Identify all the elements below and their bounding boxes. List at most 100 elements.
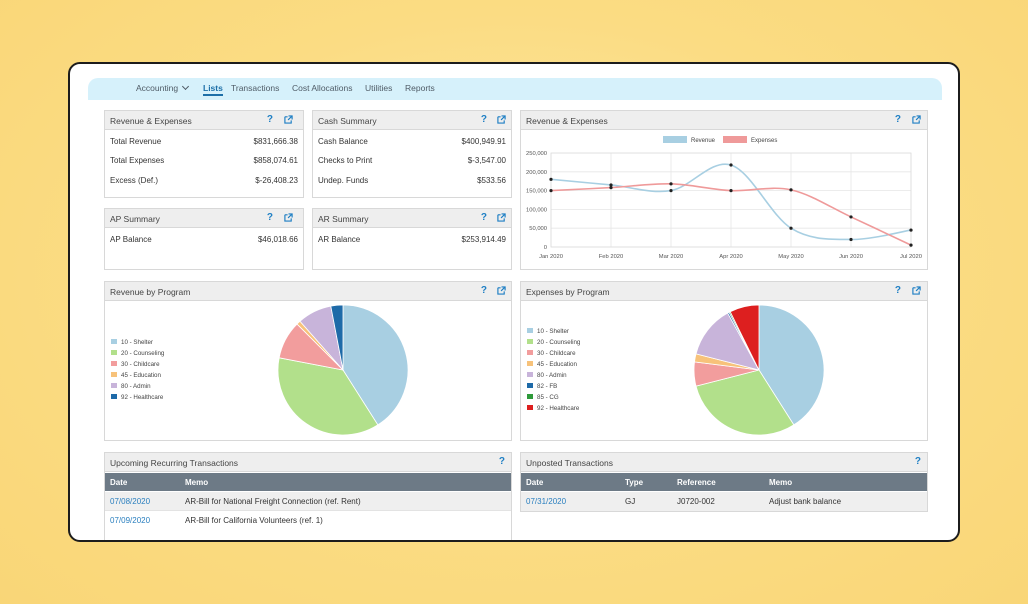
table-row[interactable]: 07/08/2020 AR-Bill for National Freight …: [105, 492, 511, 511]
revenue-expenses-summary-panel: Revenue & Expenses ? Total Revenue $831,…: [104, 110, 304, 198]
nav-transactions[interactable]: Transactions: [231, 83, 280, 93]
panel-title: Cash Summary: [318, 116, 377, 126]
legend-item[interactable]: 10 - Shelter: [111, 339, 153, 346]
column-reference[interactable]: Reference: [677, 478, 716, 487]
data-point[interactable]: [849, 215, 853, 219]
legend-item[interactable]: 10 - Shelter: [527, 328, 569, 335]
panel-header: Upcoming Recurring Transactions ?: [105, 453, 511, 472]
pie-slice[interactable]: [729, 304, 760, 371]
legend-item[interactable]: 80 - Admin: [527, 372, 567, 379]
legend-swatch: [111, 339, 117, 344]
row-date-link[interactable]: 07/09/2020: [110, 516, 151, 525]
legend-item[interactable]: 30 - Childcare: [527, 350, 576, 357]
data-point[interactable]: [609, 185, 613, 190]
column-memo[interactable]: Memo: [185, 478, 209, 487]
help-icon[interactable]: ?: [498, 456, 505, 467]
legend-item[interactable]: 45 - Education: [527, 361, 577, 368]
legend-item[interactable]: 85 - CG: [527, 394, 559, 401]
column-type[interactable]: Type: [625, 478, 644, 487]
legend-item[interactable]: 30 - Childcare: [111, 361, 160, 368]
data-point[interactable]: [909, 243, 913, 247]
nav-utilities[interactable]: Utilities: [365, 83, 393, 93]
data-point[interactable]: [669, 189, 673, 193]
legend-label: 82 - FB: [537, 383, 558, 390]
panel-title: Upcoming Recurring Transactions: [110, 458, 239, 468]
column-memo[interactable]: Memo: [769, 478, 793, 487]
help-icon[interactable]: ?: [266, 212, 273, 223]
external-link-icon[interactable]: [497, 213, 506, 222]
total-expenses-value: $858,074.61: [253, 156, 299, 165]
legend-swatch: [111, 372, 117, 377]
app-window: Accounting Lists Transactions Cost Alloc…: [68, 62, 960, 542]
panel-header: AP Summary ?: [105, 209, 303, 228]
legend-item[interactable]: 92 - Healthcare: [111, 394, 163, 401]
data-point[interactable]: [549, 189, 553, 193]
row-memo: AR-Bill for California Volunteers (ref. …: [185, 516, 323, 525]
legend-swatch: [527, 405, 533, 410]
legend-item[interactable]: 20 - Counseling: [527, 339, 580, 346]
legend-item[interactable]: 20 - Counseling: [111, 350, 164, 357]
table-row[interactable]: 07/09/2020 AR-Bill for California Volunt…: [105, 511, 511, 530]
legend-swatch: [723, 136, 747, 143]
data-point[interactable]: [849, 237, 853, 242]
legend-label: 80 - Admin: [537, 372, 567, 379]
legend-item[interactable]: 92 - Healthcare: [527, 405, 579, 412]
nav-lists[interactable]: Lists: [203, 83, 223, 96]
excess-label: Excess (Def.): [110, 176, 159, 185]
external-link-icon[interactable]: [912, 286, 921, 295]
column-date[interactable]: Date: [110, 478, 128, 487]
plot-area: [550, 152, 912, 248]
legend-label: 80 - Admin: [121, 383, 151, 390]
help-icon[interactable]: ?: [894, 285, 901, 296]
data-point[interactable]: [729, 163, 733, 167]
legend-item[interactable]: 80 - Admin: [111, 383, 151, 390]
data-point[interactable]: [609, 183, 613, 187]
pie-slice[interactable]: [277, 357, 379, 436]
row-date-link[interactable]: 07/08/2020: [110, 497, 151, 506]
column-date[interactable]: Date: [526, 478, 544, 487]
table-row[interactable]: 07/31/2020 GJ J0720-002 Adjust bank bala…: [521, 492, 927, 511]
ap-summary-panel: AP Summary ? AP Balance $46,018.66: [104, 208, 304, 270]
nav-reports[interactable]: Reports: [405, 83, 435, 93]
table-header: Date Memo: [105, 473, 511, 491]
external-link-icon[interactable]: [284, 115, 293, 124]
data-point[interactable]: [789, 188, 793, 192]
pie-slice[interactable]: [695, 369, 795, 436]
external-link-icon[interactable]: [497, 286, 506, 295]
nav-accounting[interactable]: Accounting: [136, 82, 190, 93]
panel-header: Expenses by Program ?: [521, 282, 927, 301]
data-point[interactable]: [789, 226, 793, 230]
x-tick-label: Mar 2020: [659, 254, 684, 260]
revenue-expenses-chart-panel: Revenue & Expenses ? 0 50,000 100,000 150,0…: [520, 110, 928, 270]
legend-item[interactable]: 45 - Education: [111, 372, 161, 379]
data-point[interactable]: [909, 228, 913, 232]
external-link-icon[interactable]: [284, 213, 293, 222]
nav-cost-allocations[interactable]: Cost Allocations: [292, 83, 353, 93]
y-tick-label: 0: [544, 245, 547, 251]
external-link-icon[interactable]: [912, 115, 921, 124]
panel-title: Unposted Transactions: [526, 458, 613, 468]
help-icon[interactable]: ?: [266, 114, 273, 125]
help-icon[interactable]: ?: [480, 212, 487, 223]
legend-item[interactable]: 82 - FB: [527, 383, 557, 390]
panel-header: Revenue & Expenses ?: [521, 111, 927, 130]
top-nav: Accounting Lists Transactions Cost Alloc…: [88, 78, 942, 100]
legend-label: 85 - CG: [537, 394, 559, 401]
help-icon[interactable]: ?: [480, 285, 487, 296]
help-icon[interactable]: ?: [914, 456, 921, 467]
data-point[interactable]: [729, 189, 733, 193]
row-memo: AR-Bill for National Freight Connection …: [185, 497, 361, 506]
y-tick-label: 150,000: [526, 189, 547, 195]
y-tick-label: 100,000: [526, 207, 547, 213]
cash-balance-value: $400,949.91: [461, 137, 507, 146]
help-icon[interactable]: ?: [894, 114, 901, 125]
row-date-link[interactable]: 07/31/2020: [526, 497, 567, 506]
revenue-by-program-panel: Revenue by Program ? 10 - Shelter 20 - Co…: [104, 281, 512, 441]
excess-value: $-26,408.23: [255, 176, 298, 185]
data-point[interactable]: [549, 177, 553, 181]
pie-slice[interactable]: [330, 304, 344, 371]
help-icon[interactable]: ?: [480, 114, 487, 125]
external-link-icon[interactable]: [497, 115, 506, 124]
data-point[interactable]: [669, 182, 673, 186]
table-header: Date Type Reference Memo: [521, 473, 927, 491]
